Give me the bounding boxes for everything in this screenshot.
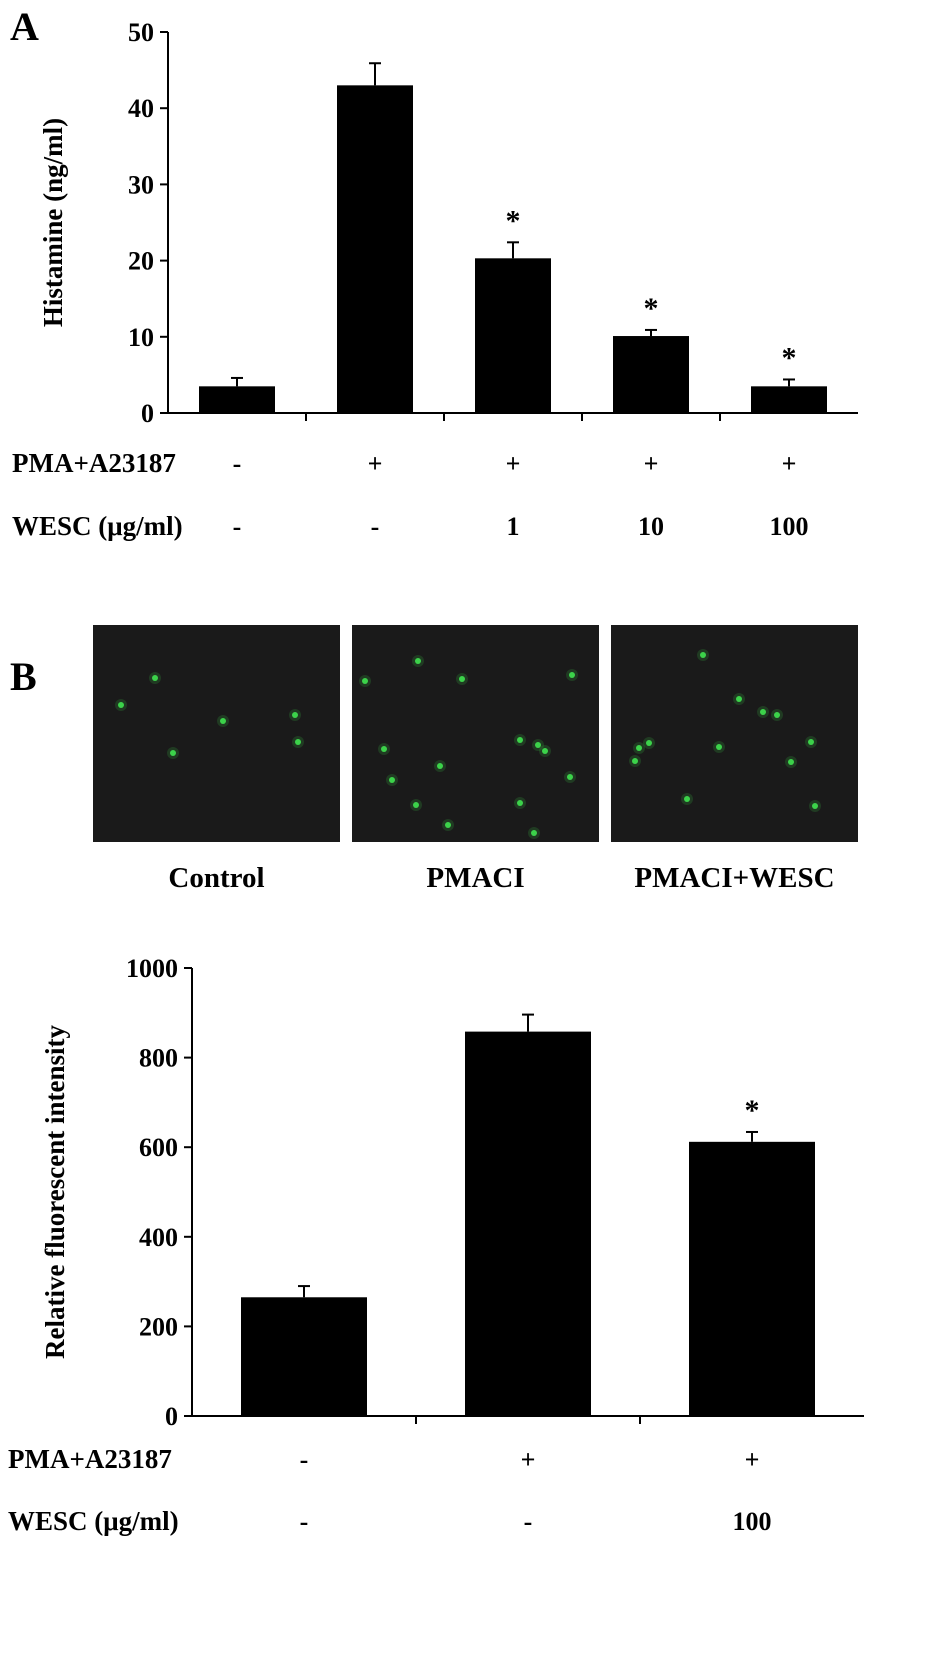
fluorescent-cell	[292, 712, 298, 718]
condition-value: +	[368, 449, 383, 478]
condition-value: +	[521, 1445, 536, 1474]
micrograph-caption: Control	[168, 862, 264, 894]
micrograph-field	[93, 625, 340, 842]
fluorescent-cell	[220, 718, 226, 724]
y-tick-label: 40	[128, 94, 154, 123]
fluorescent-cell	[788, 759, 794, 765]
fluorescent-cell	[152, 675, 158, 681]
condition-value: +	[644, 449, 659, 478]
micrograph-caption: PMACI	[426, 862, 524, 894]
fluorescent-cell	[415, 658, 421, 664]
fluorescent-cell	[700, 652, 706, 658]
condition-value: -	[300, 1507, 309, 1536]
bar	[475, 258, 551, 413]
y-tick-label: 50	[128, 18, 154, 47]
condition-value: -	[233, 512, 242, 541]
bar	[465, 1031, 591, 1416]
micrograph-field	[611, 625, 858, 842]
fluorescent-cell	[517, 737, 523, 743]
condition-label: PMA+A23187	[12, 448, 176, 478]
panel-label-b: B	[10, 654, 37, 699]
fluorescent-cell	[445, 822, 451, 828]
condition-value: +	[782, 449, 797, 478]
fluorescent-cell	[632, 758, 638, 764]
fluorescent-cell	[389, 777, 395, 783]
fluorescent-cell	[542, 748, 548, 754]
y-tick-label: 600	[139, 1133, 178, 1162]
significance-marker: *	[745, 1094, 760, 1127]
fluorescent-cell	[295, 739, 301, 745]
fluorescence-chart: 0 200 400 600 800 1000 Relative fluorescent in…	[8, 954, 864, 1536]
y-tick-label: 0	[165, 1402, 178, 1431]
micrograph-caption: PMACI+WESC	[634, 862, 834, 894]
micrograph	[93, 625, 340, 842]
y-tick-label: 0	[141, 399, 154, 428]
fluorescent-cell	[636, 745, 642, 751]
histamine-chart: 0 10 20 30 40 50 Histamine (ng/ml) - - + - * +1 * +10 *…	[12, 18, 858, 541]
fluorescent-cell	[535, 742, 541, 748]
significance-marker: *	[644, 292, 659, 325]
fluorescent-cell	[808, 739, 814, 745]
fluorescent-cell	[517, 800, 523, 806]
condition-value: 10	[638, 512, 664, 541]
y-tick-label: 10	[128, 323, 154, 352]
condition-value: 100	[770, 512, 809, 541]
condition-label: WESC (μg/ml)	[8, 1506, 179, 1536]
fluorescent-cell	[567, 774, 573, 780]
y-tick-label: 20	[128, 247, 154, 276]
y-tick-label: 200	[139, 1312, 178, 1341]
fluorescent-cell	[437, 763, 443, 769]
condition-value: -	[524, 1507, 533, 1536]
fluorescent-cell	[736, 696, 742, 702]
condition-value: +	[745, 1445, 760, 1474]
fluorescent-cell	[774, 712, 780, 718]
fluorescent-cell	[413, 802, 419, 808]
condition-value: -	[300, 1445, 309, 1474]
y-tick-label: 1000	[126, 954, 178, 983]
fluorescent-cell	[646, 740, 652, 746]
fluorescent-cell	[381, 746, 387, 752]
y-axis-label: Histamine (ng/ml)	[38, 118, 68, 327]
bar	[751, 386, 827, 413]
fluorescent-cell	[684, 796, 690, 802]
fluorescent-cell	[569, 672, 575, 678]
significance-marker: *	[506, 204, 521, 237]
fluorescent-cell	[716, 744, 722, 750]
condition-value: 100	[733, 1507, 772, 1536]
y-axis-label: Relative fluorescent intensity	[40, 1025, 70, 1359]
significance-marker: *	[782, 341, 797, 374]
fluorescent-cell	[531, 830, 537, 836]
bar	[241, 1297, 367, 1416]
micrograph	[352, 625, 599, 842]
y-tick-label: 400	[139, 1223, 178, 1252]
micrograph-panels: Control PMACI PMACI+WESC	[93, 625, 858, 894]
bar	[613, 336, 689, 413]
fluorescent-cell	[812, 803, 818, 809]
condition-label: WESC (μg/ml)	[12, 511, 183, 541]
bar	[337, 85, 413, 413]
fluorescent-cell	[170, 750, 176, 756]
condition-label: PMA+A23187	[8, 1444, 172, 1474]
fluorescent-cell	[459, 676, 465, 682]
bar	[199, 386, 275, 413]
fluorescent-cell	[118, 702, 124, 708]
panel-label-a: A	[10, 4, 39, 49]
fluorescent-cell	[362, 678, 368, 684]
condition-value: 1	[507, 512, 520, 541]
y-tick-label: 800	[139, 1044, 178, 1073]
bar	[689, 1141, 815, 1416]
condition-value: -	[233, 449, 242, 478]
y-tick-label: 30	[128, 170, 154, 199]
micrograph-field	[352, 625, 599, 842]
condition-value: -	[371, 512, 380, 541]
micrograph	[611, 625, 858, 842]
condition-value: +	[506, 449, 521, 478]
fluorescent-cell	[760, 709, 766, 715]
